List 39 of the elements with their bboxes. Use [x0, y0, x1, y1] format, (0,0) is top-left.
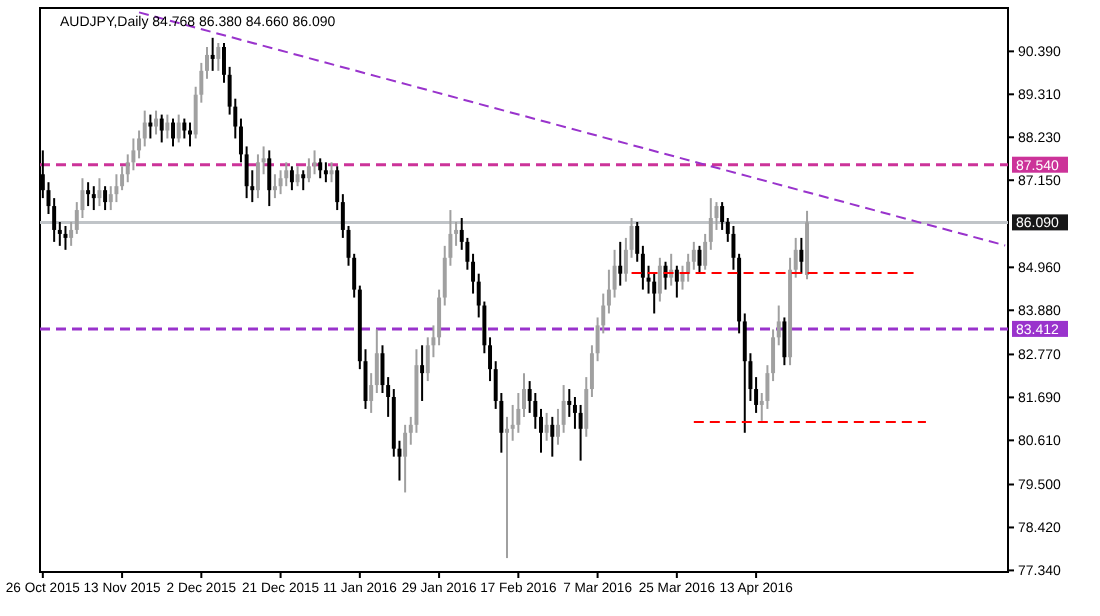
candlestick [114, 173, 119, 204]
candlestick [91, 185, 96, 212]
candlestick [86, 181, 91, 208]
candlestick [306, 157, 311, 184]
candlestick [550, 415, 555, 458]
candlestick [267, 149, 272, 208]
candlestick [171, 117, 176, 148]
candlestick [148, 113, 153, 140]
candlestick [97, 177, 102, 208]
candlestick [312, 149, 317, 176]
candlestick [420, 344, 425, 402]
candlestick [578, 403, 583, 462]
candlestick [295, 165, 300, 188]
candlestick [63, 224, 68, 251]
candlestick [278, 169, 283, 196]
candlestick [176, 113, 181, 144]
candlestick [284, 161, 289, 188]
candlestick [323, 161, 328, 184]
candlestick [103, 185, 108, 212]
candlestick [403, 423, 408, 494]
candlestick [159, 113, 164, 144]
candlestick [165, 113, 170, 140]
candlestick [182, 117, 187, 140]
candlestick [782, 316, 787, 367]
candlestick [301, 169, 306, 192]
candlestick [799, 236, 804, 275]
candlestick [210, 36, 215, 72]
candlestick [154, 109, 159, 136]
candlestick [289, 165, 294, 192]
candlestick [674, 264, 679, 299]
candlestick [544, 411, 549, 442]
candlestick [652, 272, 657, 315]
candlestick [216, 42, 221, 72]
candlestick [318, 157, 323, 180]
candlestick [657, 256, 662, 303]
candlestick [272, 173, 277, 200]
candlestick [329, 161, 334, 184]
candlestick [255, 153, 260, 200]
candlestick [618, 240, 623, 287]
